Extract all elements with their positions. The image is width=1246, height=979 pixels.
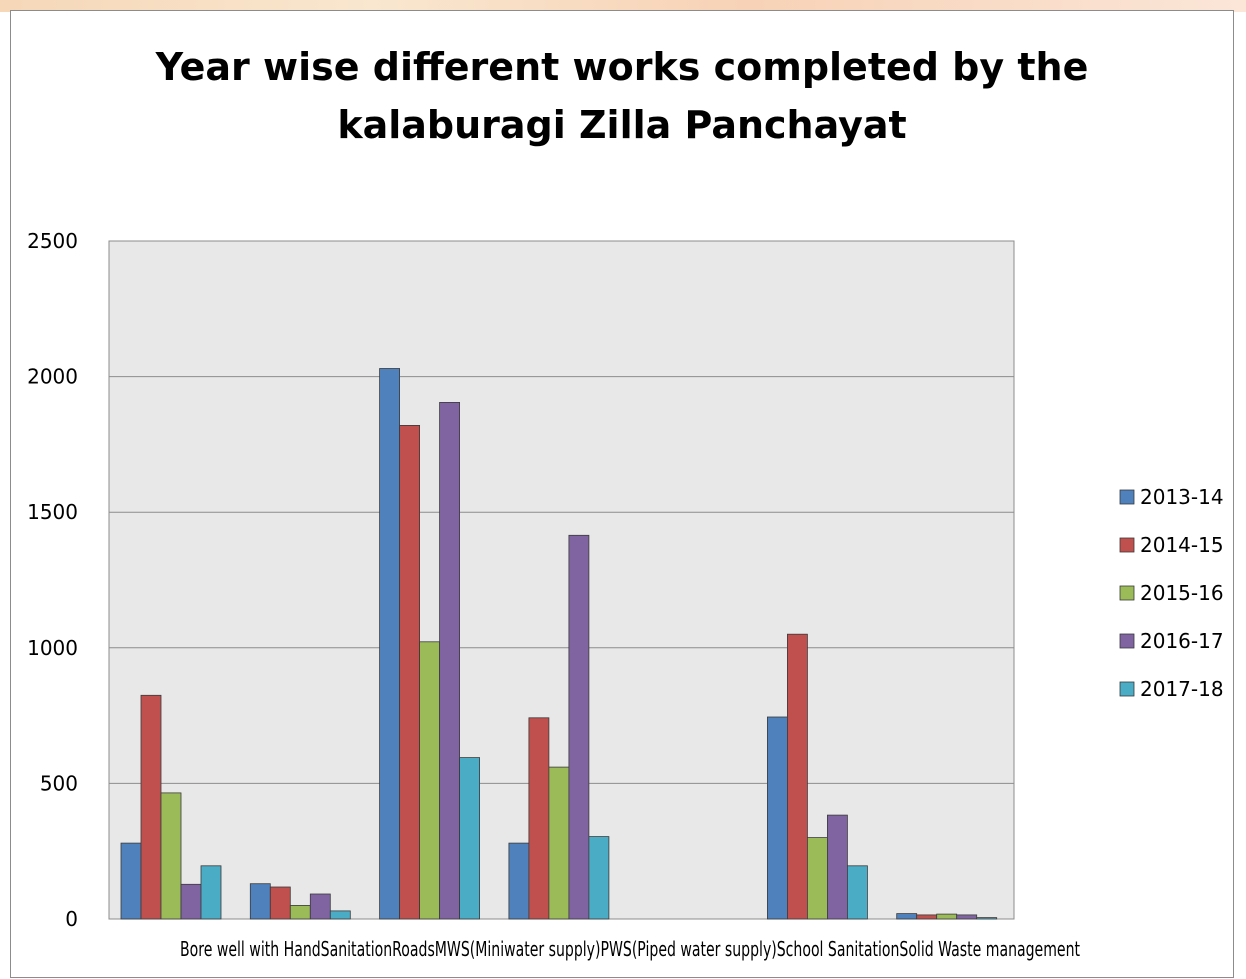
legend-swatch-2014-15	[1119, 537, 1135, 553]
bar-2016-17-5	[827, 814, 848, 920]
bar-2013-14-3	[508, 842, 530, 920]
y-tick-label: 2000	[27, 365, 78, 389]
bar-2014-15-0	[140, 694, 162, 920]
bar-2016-17-2	[439, 401, 461, 920]
chart-title-line-2: kalaburagi Zilla Panchayat	[337, 103, 907, 147]
bar-2016-17-3	[568, 534, 590, 920]
y-tick-label: 1000	[27, 636, 78, 660]
bar-2015-16-3	[548, 766, 570, 920]
legend-swatch-2013-14	[1119, 489, 1135, 505]
bar-2017-18-0	[200, 865, 222, 920]
bar-2016-17-6	[956, 914, 978, 920]
category-axis-labels: Bore well with HandSanitationRoadsMWS(Mi…	[180, 937, 1080, 961]
bar-2014-15-1	[269, 886, 291, 920]
bar-2014-15-6	[916, 914, 938, 920]
bar-2015-16-5	[807, 837, 828, 920]
bar-2013-14-5	[767, 716, 788, 920]
legend-label-2013-14: 2013-14	[1140, 485, 1224, 509]
bar-2014-15-2	[399, 424, 421, 920]
bars	[120, 368, 998, 920]
y-axis-ticks: 0 500 1000 1500 2000 2500	[27, 229, 78, 931]
chart-title-line-1: Year wise different works completed by t…	[155, 45, 1089, 89]
bar-2015-16-0	[160, 792, 182, 920]
bar-2013-14-6	[896, 913, 918, 920]
legend-swatch-2016-17	[1119, 633, 1135, 649]
bar-2017-18-6	[976, 917, 998, 920]
bar-2016-17-1	[309, 893, 331, 920]
legend: 2013-14 2014-15 2015-16 2016-17 2017-18	[1119, 485, 1224, 701]
bar-2017-18-2	[459, 757, 481, 920]
bar-2015-16-1	[289, 905, 311, 920]
bar-2014-15-3	[528, 717, 550, 920]
chart-title: Year wise different works completed by t…	[110, 38, 1134, 154]
legend-label-2017-18: 2017-18	[1140, 677, 1224, 701]
legend-label-2015-16: 2015-16	[1140, 581, 1224, 605]
bar-2015-16-6	[936, 913, 958, 920]
bar-2014-15-5	[787, 633, 808, 920]
y-tick-label: 2500	[27, 229, 78, 253]
y-tick-label: 1500	[27, 500, 78, 524]
bar-2016-17-0	[180, 883, 202, 920]
bar-2015-16-2	[419, 641, 441, 920]
y-tick-label: 500	[40, 771, 78, 795]
bar-2017-18-3	[588, 836, 610, 920]
bar-2017-18-1	[329, 910, 351, 920]
bar-2013-14-2	[379, 368, 401, 920]
legend-label-2016-17: 2016-17	[1140, 629, 1224, 653]
bar-2017-18-5	[847, 865, 868, 920]
legend-label-2014-15: 2014-15	[1140, 533, 1224, 557]
legend-swatch-2017-18	[1119, 681, 1135, 697]
legend-swatch-2015-16	[1119, 585, 1135, 601]
bar-2013-14-0	[120, 842, 142, 920]
y-tick-label: 0	[65, 907, 78, 931]
background-strip	[0, 0, 1246, 12]
bar-2013-14-1	[249, 883, 271, 920]
